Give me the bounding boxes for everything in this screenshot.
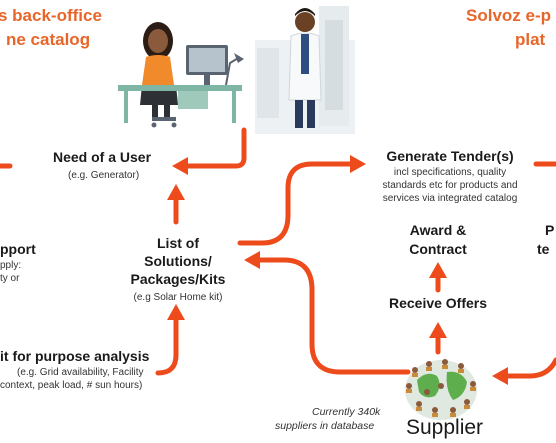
support-sub-line1: pply: bbox=[0, 260, 22, 271]
supplier-count-note-line2: suppliers in database bbox=[275, 420, 375, 432]
receive-offers-title: Receive Offers bbox=[388, 295, 488, 311]
arrow-head-fit-list bbox=[167, 304, 185, 320]
generate-tender-title: Generate Tender(s) bbox=[386, 148, 514, 164]
arrow-head-need bbox=[172, 157, 188, 175]
list-of-solutions-example: (e.g Solar Home kit) bbox=[133, 292, 223, 303]
support-title: pport bbox=[0, 241, 36, 257]
arrow-head-supplier-right bbox=[492, 367, 508, 385]
list-of-solutions-line2: Solutions/ bbox=[144, 253, 212, 269]
arrow-head-supplier-list bbox=[244, 251, 260, 269]
supplier-label: Supplier bbox=[406, 416, 484, 439]
generate-tender-sub-line1: incl specifications, quality bbox=[393, 167, 507, 178]
need-of-user-example: (e.g. Generator) bbox=[68, 170, 140, 181]
supplier-count-note-line1: Currently 340k bbox=[312, 406, 381, 418]
award-contract-line2: Contract bbox=[409, 241, 467, 257]
man-in-lab-coat-illustration bbox=[255, 6, 355, 134]
supplier-globe-icon bbox=[405, 359, 477, 420]
arrow-head-tender bbox=[350, 155, 366, 173]
need-of-user-title: Need of a User bbox=[53, 149, 152, 165]
fit-for-purpose-title: it for purpose analysis bbox=[0, 348, 150, 364]
arrow-list-to-tender bbox=[237, 161, 355, 246]
right-title-line1: Solvoz e-p bbox=[466, 6, 552, 25]
arrow-supplier-to-list bbox=[255, 257, 411, 375]
left-title-line2: ne catalog bbox=[6, 30, 91, 49]
right-title-line2: plat bbox=[515, 30, 546, 49]
arrow-head-award bbox=[429, 262, 447, 278]
award-contract-line1: Award & bbox=[409, 222, 467, 238]
arrow-head-list-need bbox=[167, 184, 185, 200]
support-sub-line2: ty or bbox=[0, 273, 20, 284]
left-title-line1: s back-office bbox=[0, 6, 102, 25]
list-of-solutions-line1: List of bbox=[157, 235, 199, 251]
generate-tender-sub-line3: services via integrated catalog bbox=[382, 193, 518, 204]
right-cut-text-line2: te bbox=[537, 241, 550, 257]
arrow-right-to-supplier bbox=[503, 357, 556, 379]
list-of-solutions-line3: Packages/Kits bbox=[130, 271, 226, 287]
fit-for-purpose-sub-line1: (e.g. Grid availability, Facility bbox=[17, 367, 144, 378]
arrow-head-offers bbox=[429, 322, 447, 338]
arrow-fit-to-list bbox=[155, 315, 179, 376]
generate-tender-sub-line2: standards etc for products and bbox=[382, 180, 518, 191]
fit-for-purpose-sub-line2: context, peak load, # sun hours) bbox=[0, 380, 143, 391]
arrow-desk-to-need bbox=[183, 127, 247, 169]
right-cut-text-line1: P bbox=[545, 222, 555, 238]
woman-at-desk-illustration bbox=[118, 22, 244, 128]
